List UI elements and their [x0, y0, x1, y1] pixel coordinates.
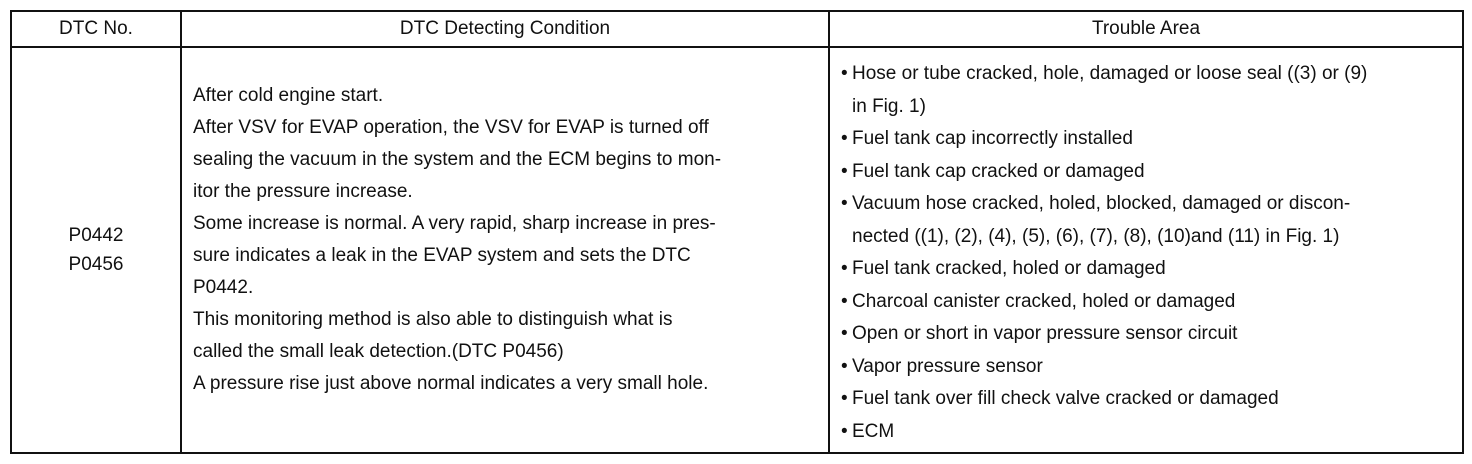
condition-line: sealing the vacuum in the system and the…: [193, 149, 722, 170]
dtc-code: P0456: [68, 254, 124, 275]
trouble-item-text: Hose or tube cracked, hole, damaged or l…: [852, 63, 1368, 84]
condition-line: called the small leak detection.(DTC P04…: [193, 341, 564, 362]
trouble-item: • Vacuum hose cracked, holed, blocked, da…: [841, 188, 1456, 221]
condition-line: sure indicates a leak in the EVAP system…: [193, 245, 691, 266]
bullet-icon: •: [841, 128, 848, 149]
trouble-list: • Hose or tube cracked, hole, damaged or …: [841, 58, 1456, 448]
trouble-item: • Charcoal canister cracked, holed or dam…: [841, 286, 1456, 319]
condition-line: This monitoring method is also able to d…: [193, 309, 673, 330]
trouble-item-text: Fuel tank cracked, holed or damaged: [852, 258, 1166, 279]
bullet-icon: •: [841, 258, 848, 279]
bullet-icon: •: [841, 388, 848, 409]
trouble-item-continuation: nected ((1), (2), (4), (5), (6), (7), (8…: [852, 225, 1340, 247]
trouble-item-text: ECM: [852, 420, 895, 442]
header-trouble-area: Trouble Area: [828, 10, 1464, 48]
bullet-icon: •: [841, 355, 848, 377]
trouble-item-text: Open or short in vapor pressure sensor c…: [852, 323, 1238, 344]
condition-line: Some increase is normal. A very rapid, s…: [193, 213, 716, 234]
trouble-item-text: Vapor pressure sensor: [852, 355, 1043, 377]
condition-line: itor the pressure increase.: [193, 181, 413, 202]
trouble-item: • Fuel tank cap cracked or damaged: [841, 156, 1456, 189]
detecting-condition-cell: After cold engine start. After VSV for E…: [180, 46, 830, 454]
bullet-icon: •: [841, 63, 848, 84]
trouble-item: • Fuel tank cap incorrectly installed: [841, 123, 1456, 156]
dtc-code-cell: P0442 P0456: [10, 46, 182, 454]
trouble-item: • ECM: [841, 416, 1456, 449]
trouble-item: • Vapor pressure sensor: [841, 351, 1456, 384]
bullet-icon: •: [841, 323, 848, 344]
trouble-item-text: Charcoal canister cracked, holed or dama…: [852, 290, 1236, 312]
condition-line: P0442.: [193, 277, 254, 298]
trouble-item: • Fuel tank cracked, holed or damaged: [841, 253, 1456, 286]
trouble-area-cell: • Hose or tube cracked, hole, damaged or …: [828, 46, 1464, 454]
trouble-item: • Hose or tube cracked, hole, damaged or …: [841, 58, 1456, 91]
bullet-icon: •: [841, 290, 848, 312]
bullet-icon: •: [841, 160, 848, 182]
bullet-icon: •: [841, 420, 848, 442]
condition-line: A pressure rise just above normal indica…: [193, 373, 709, 394]
trouble-item-text: Vacuum hose cracked, holed, blocked, dam…: [852, 193, 1351, 214]
trouble-item-continuation: in Fig. 1): [852, 95, 926, 117]
bullet-icon: •: [841, 193, 848, 214]
header-dtc-no: DTC No.: [10, 10, 182, 48]
table-row: P0442 P0456 After cold engine start. Aft…: [10, 46, 1464, 454]
condition-line: After cold engine start.: [193, 85, 384, 106]
trouble-item: • Fuel tank over fill check valve cracked…: [841, 383, 1456, 416]
header-detecting-condition: DTC Detecting Condition: [180, 10, 830, 48]
header-row: DTC No. DTC Detecting Condition Trouble …: [10, 10, 1464, 48]
dtc-code: P0442: [68, 225, 124, 246]
trouble-item: • Open or short in vapor pressure sensor …: [841, 318, 1456, 351]
trouble-item-text: Fuel tank over fill check valve cracked …: [852, 388, 1279, 409]
trouble-item-text: Fuel tank cap incorrectly installed: [852, 128, 1133, 149]
trouble-item-text: Fuel tank cap cracked or damaged: [852, 160, 1145, 182]
condition-line: After VSV for EVAP operation, the VSV fo…: [193, 117, 709, 138]
dtc-table-wrapper: DTC No. DTC Detecting Condition Trouble …: [10, 10, 1464, 454]
dtc-table: DTC No. DTC Detecting Condition Trouble …: [10, 10, 1464, 454]
